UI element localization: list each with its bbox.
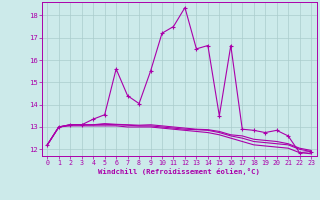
X-axis label: Windchill (Refroidissement éolien,°C): Windchill (Refroidissement éolien,°C) (98, 168, 260, 175)
